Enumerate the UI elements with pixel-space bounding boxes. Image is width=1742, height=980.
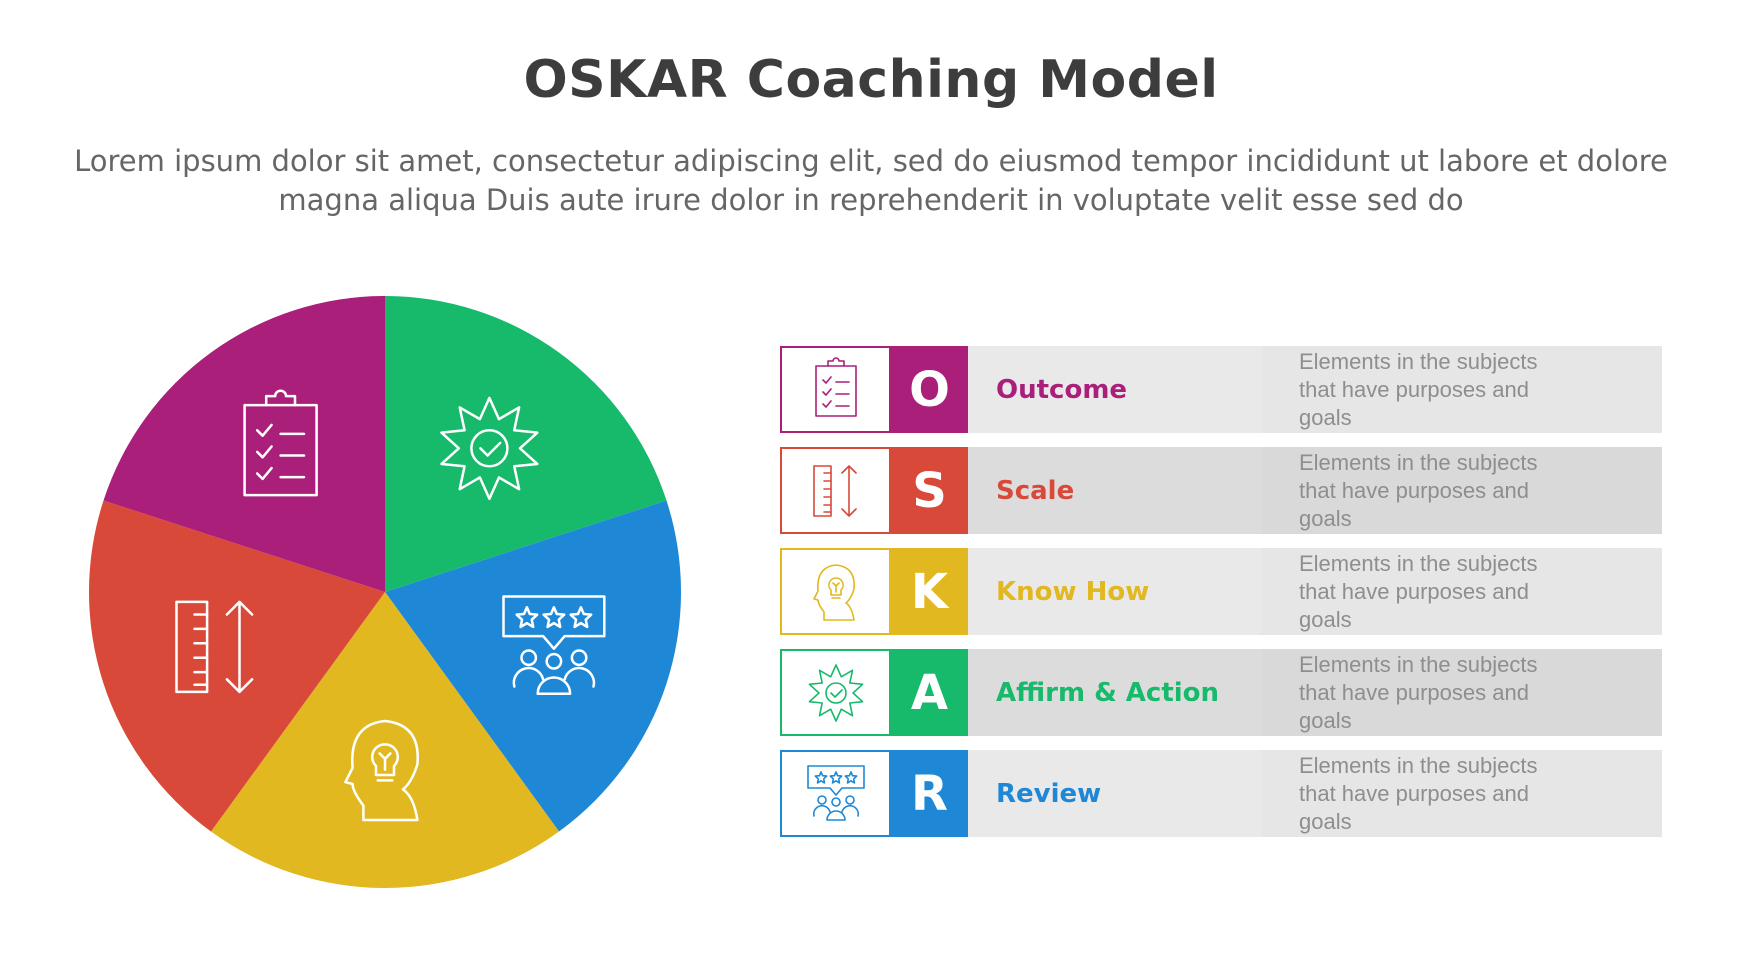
page-subtitle: Lorem ipsum dolor sit amet, consectetur … <box>74 144 1668 217</box>
clipboard-checklist-icon <box>243 389 318 497</box>
row-letter: S <box>891 447 968 534</box>
row-letter: K <box>891 548 968 635</box>
row-description-text: Elements in the subjects that have purpo… <box>1299 752 1538 834</box>
rating-group-icon <box>502 595 606 695</box>
row-letter: R <box>891 750 968 837</box>
pie-diagram <box>88 296 682 889</box>
row-icon-box <box>780 649 891 736</box>
row-icon-box <box>780 750 891 837</box>
row-description-text: Elements in the subjects that have purpo… <box>1299 651 1538 733</box>
badge-check-icon <box>440 396 539 500</box>
oskar-row-k: K Know How Elements in the subjects that… <box>780 548 1662 635</box>
row-letter: O <box>891 346 968 433</box>
row-description-text: Elements in the subjects that have purpo… <box>1299 550 1538 632</box>
oskar-row-r: R Review Elements in the subjects that h… <box>780 750 1662 837</box>
row-description: Elements in the subjects that have purpo… <box>1262 649 1662 736</box>
row-description: Elements in the subjects that have purpo… <box>1262 346 1662 433</box>
row-icon-box <box>780 548 891 635</box>
row-description-text: Elements in the subjects that have purpo… <box>1299 449 1538 531</box>
oskar-list: O Outcome Elements in the subjects that … <box>780 346 1662 851</box>
row-label: Outcome <box>968 346 1262 433</box>
head-lightbulb-icon <box>344 719 419 822</box>
row-label: Review <box>968 750 1262 837</box>
row-description: Elements in the subjects that have purpo… <box>1262 447 1662 534</box>
ruler-scale-icon <box>812 464 857 517</box>
oskar-row-s: S Scale Elements in the subjects that ha… <box>780 447 1662 534</box>
pie-slice-scale <box>88 500 385 832</box>
row-icon-box <box>780 447 891 534</box>
row-description-text: Elements in the subjects that have purpo… <box>1299 348 1538 430</box>
head-lightbulb-icon <box>812 563 855 621</box>
clipboard-checklist-icon <box>814 356 857 417</box>
pie-slice-know-how <box>211 592 559 889</box>
row-description: Elements in the subjects that have purpo… <box>1262 548 1662 635</box>
oskar-row-a: A Affirm & Action Elements in the subjec… <box>780 649 1662 736</box>
row-label: Know How <box>968 548 1262 635</box>
row-letter: A <box>891 649 968 736</box>
row-icon-box <box>780 346 891 433</box>
ruler-scale-icon <box>175 600 254 694</box>
rating-group-icon <box>806 764 865 821</box>
page-title: OSKAR Coaching Model <box>523 50 1219 110</box>
row-description: Elements in the subjects that have purpo… <box>1262 750 1662 837</box>
row-label: Affirm & Action <box>968 649 1262 736</box>
row-label: Scale <box>968 447 1262 534</box>
oskar-row-o: O Outcome Elements in the subjects that … <box>780 346 1662 433</box>
badge-check-icon <box>808 663 863 722</box>
pie-slice-review <box>385 500 682 832</box>
